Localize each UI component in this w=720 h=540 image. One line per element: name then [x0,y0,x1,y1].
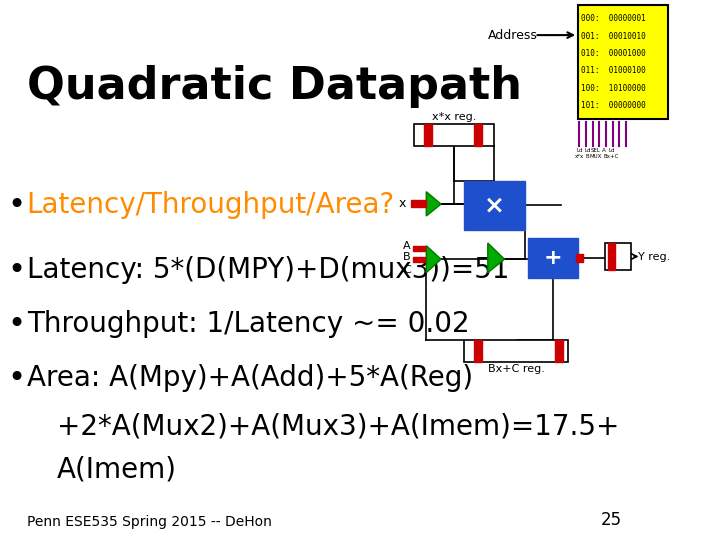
Text: 101:  00000000: 101: 00000000 [581,101,646,110]
Text: 100:  10100000: 100: 10100000 [581,84,646,92]
FancyBboxPatch shape [605,243,631,270]
Text: x*x reg.: x*x reg. [432,111,477,122]
Text: Ld
x*x: Ld x*x [575,148,584,159]
Text: 010:  00001000: 010: 00001000 [581,49,646,58]
Text: Latency/Throughput/Area?: Latency/Throughput/Area? [27,191,395,219]
FancyBboxPatch shape [414,124,495,146]
Text: +2*A(Mux2)+A(Mux3)+A(Imem)=17.5+: +2*A(Mux2)+A(Mux3)+A(Imem)=17.5+ [57,413,619,441]
Text: •: • [8,191,26,220]
Text: A: A [601,148,606,153]
Text: A: A [403,241,411,251]
Text: •: • [8,309,26,339]
Text: Latency: 5*(D(MPY)+D(mux3))=51: Latency: 5*(D(MPY)+D(mux3))=51 [27,256,509,284]
Text: +: + [544,248,562,268]
FancyBboxPatch shape [528,238,578,278]
Text: Quadratic Datapath: Quadratic Datapath [27,65,522,108]
Text: Ld
Bx+C: Ld Bx+C [603,148,619,159]
FancyBboxPatch shape [554,340,562,362]
FancyBboxPatch shape [578,5,668,119]
Text: x: x [399,197,406,210]
Polygon shape [426,192,441,216]
Text: ×: × [484,193,505,217]
FancyBboxPatch shape [424,124,432,146]
Text: C: C [403,265,411,275]
Text: 011:  01000100: 011: 01000100 [581,66,646,75]
Text: 25: 25 [600,511,621,529]
Text: 001:  00010010: 001: 00010010 [581,32,646,40]
Text: Y reg.: Y reg. [638,252,670,261]
Text: B: B [403,252,411,261]
FancyBboxPatch shape [464,181,525,230]
FancyBboxPatch shape [474,124,482,146]
FancyBboxPatch shape [413,256,425,262]
Text: •: • [8,255,26,285]
Polygon shape [426,246,441,273]
Text: •: • [8,363,26,393]
Text: Throughput: 1/Latency ~= 0.02: Throughput: 1/Latency ~= 0.02 [27,310,469,338]
Text: Penn ESE535 Spring 2015 -- DeHon: Penn ESE535 Spring 2015 -- DeHon [27,515,271,529]
Text: Address: Address [487,29,538,42]
FancyBboxPatch shape [608,243,615,270]
FancyBboxPatch shape [413,246,425,251]
Text: SEL
MUX: SEL MUX [589,148,601,159]
Text: Area: A(Mpy)+A(Add)+5*A(Reg): Area: A(Mpy)+A(Add)+5*A(Reg) [27,364,473,392]
Text: Bx+C reg.: Bx+C reg. [488,364,545,375]
FancyBboxPatch shape [474,340,482,362]
Text: 000:  00000001: 000: 00000001 [581,15,646,23]
Text: A(Imem): A(Imem) [57,456,177,484]
FancyBboxPatch shape [464,340,568,362]
FancyBboxPatch shape [576,254,582,262]
Polygon shape [487,243,505,273]
Text: Ld
B: Ld B [584,148,590,159]
FancyBboxPatch shape [411,200,426,207]
